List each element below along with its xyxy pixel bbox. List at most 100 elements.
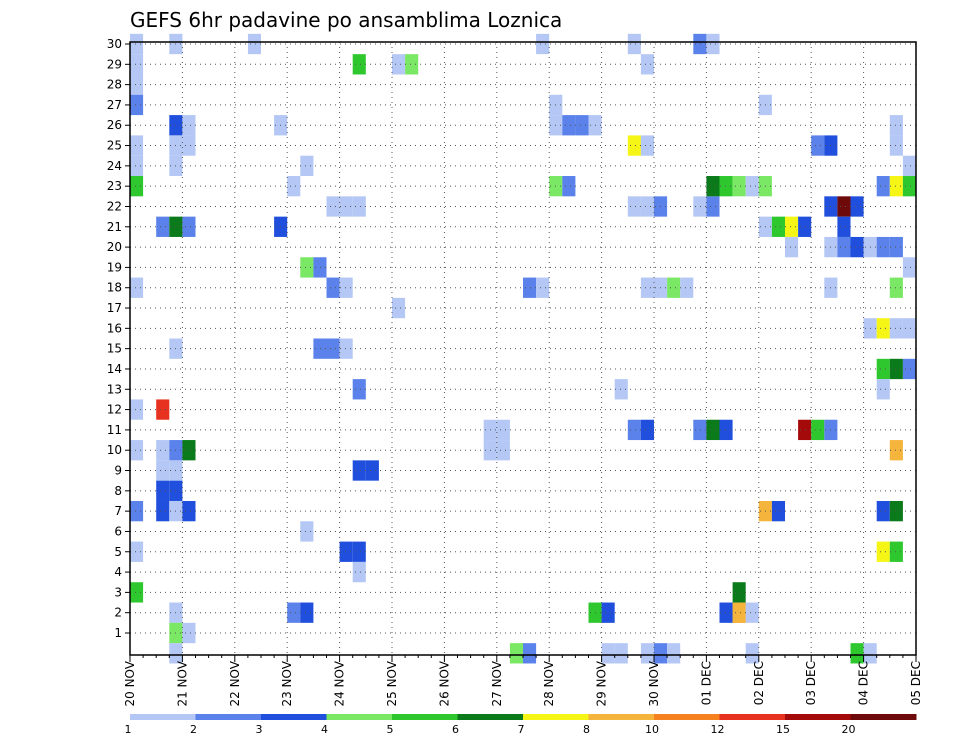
legend-label: 6 bbox=[452, 723, 459, 736]
heatmap-cell bbox=[719, 602, 733, 623]
legend-label: 20 bbox=[842, 723, 856, 736]
heatmap-cell bbox=[876, 236, 890, 258]
heatmap-cell bbox=[640, 135, 654, 156]
heatmap-cell bbox=[850, 236, 864, 258]
heatmap-cell bbox=[706, 419, 720, 441]
heatmap-cell bbox=[850, 643, 864, 664]
heatmap-cell bbox=[182, 216, 196, 237]
heatmap-cell bbox=[771, 216, 785, 237]
heatmap-cell bbox=[536, 277, 550, 298]
heatmap-cell bbox=[889, 236, 903, 258]
y-tick-label: 13 bbox=[107, 382, 122, 396]
y-tick-label: 22 bbox=[107, 199, 122, 213]
heatmap-cell bbox=[667, 643, 681, 664]
x-tick-label: 20 NOV bbox=[123, 660, 137, 706]
x-tick-label: 01 DEC bbox=[699, 661, 713, 705]
legend-label: 12 bbox=[711, 723, 725, 736]
heatmap-cell bbox=[130, 176, 144, 197]
y-tick-label: 21 bbox=[107, 220, 122, 234]
heatmap-cell bbox=[863, 643, 877, 664]
heatmap-cell bbox=[352, 460, 366, 481]
heatmap-cell bbox=[640, 196, 654, 217]
heatmap-cell bbox=[130, 440, 144, 461]
x-tick-label: 23 NOV bbox=[280, 660, 294, 706]
x-tick-label: 24 NOV bbox=[333, 660, 347, 706]
heatmap-cell bbox=[130, 399, 144, 420]
x-tick-label: 05 DEC bbox=[909, 661, 923, 705]
heatmap-cell bbox=[837, 236, 851, 258]
heatmap-cell bbox=[732, 602, 746, 623]
y-tick-label: 30 bbox=[107, 37, 122, 51]
heatmap-cell bbox=[876, 176, 890, 197]
legend-swatch bbox=[588, 714, 655, 720]
heatmap-cell bbox=[601, 602, 615, 623]
heatmap-cell bbox=[182, 622, 196, 644]
heatmap-cell bbox=[523, 643, 537, 664]
x-tick-label: 25 NOV bbox=[385, 660, 399, 706]
legend-swatch bbox=[326, 714, 393, 720]
heatmap-cell bbox=[719, 176, 733, 197]
heatmap-cell bbox=[745, 602, 759, 623]
heatmap-cell bbox=[889, 135, 903, 156]
heatmap-cell bbox=[130, 135, 144, 156]
heatmap-cell bbox=[182, 500, 196, 522]
y-tick-label: 12 bbox=[107, 403, 122, 417]
heatmap-cell bbox=[523, 277, 537, 298]
legend-swatch bbox=[392, 714, 458, 720]
y-tick-label: 11 bbox=[107, 423, 122, 437]
heatmap-cell bbox=[889, 277, 903, 298]
legend-swatch bbox=[654, 714, 720, 720]
heatmap-cell bbox=[601, 643, 615, 664]
y-tick-label: 5 bbox=[114, 545, 122, 559]
heatmap-cell bbox=[889, 440, 903, 461]
heatmap-cell bbox=[156, 500, 170, 522]
heatmap-cell bbox=[365, 460, 379, 481]
y-tick-label: 19 bbox=[107, 260, 122, 274]
x-tick-label: 22 NOV bbox=[228, 660, 242, 706]
y-tick-label: 6 bbox=[114, 524, 122, 538]
heatmap-cell bbox=[902, 176, 916, 197]
heatmap-cell bbox=[392, 54, 406, 75]
heatmap-cell bbox=[392, 297, 406, 319]
heatmap-cell bbox=[536, 33, 550, 55]
heatmap-cell bbox=[496, 440, 510, 461]
y-tick-label: 18 bbox=[107, 281, 122, 295]
heatmap-cell bbox=[130, 155, 144, 177]
heatmap-cell bbox=[889, 541, 903, 562]
heatmap-cell bbox=[156, 440, 170, 461]
heatmap-cell bbox=[732, 582, 746, 603]
y-tick-label: 29 bbox=[107, 57, 122, 71]
grid-lines bbox=[130, 42, 916, 655]
legend-swatch bbox=[785, 714, 851, 720]
heatmap-cell bbox=[339, 338, 353, 359]
heatmap-cell bbox=[575, 115, 589, 136]
heatmap-cell bbox=[339, 541, 353, 562]
heatmap-cell bbox=[798, 216, 812, 237]
heatmap-cell bbox=[837, 196, 851, 217]
heatmap-cell bbox=[876, 358, 890, 380]
heatmap-cell bbox=[719, 419, 733, 441]
heatmap-cell bbox=[693, 33, 707, 55]
heatmap-cell bbox=[889, 318, 903, 339]
legend-swatch bbox=[523, 714, 589, 720]
heatmap-cell bbox=[627, 135, 641, 156]
heatmap-cell bbox=[889, 358, 903, 380]
heatmap-cell bbox=[654, 643, 668, 664]
legend-swatch bbox=[195, 714, 262, 720]
heatmap-cell bbox=[352, 54, 366, 75]
heatmap-cell bbox=[640, 54, 654, 75]
x-tick-label: 28 NOV bbox=[542, 660, 556, 706]
heatmap-cell bbox=[876, 318, 890, 339]
y-tick-label: 27 bbox=[107, 98, 122, 112]
heatmap-cell bbox=[876, 379, 890, 400]
heatmap-cell bbox=[156, 216, 170, 237]
plot-frame bbox=[129, 41, 917, 656]
heatmap-cell bbox=[405, 54, 419, 75]
legend-swatch bbox=[719, 714, 786, 720]
heatmap-cell bbox=[130, 54, 144, 75]
heatmap-cell bbox=[889, 115, 903, 136]
x-tick-label: 27 NOV bbox=[490, 660, 504, 706]
heatmap-cell bbox=[667, 277, 681, 298]
y-axis: 1234567891011121314151617181920212223242… bbox=[107, 37, 130, 640]
heatmap-cell bbox=[130, 500, 144, 522]
